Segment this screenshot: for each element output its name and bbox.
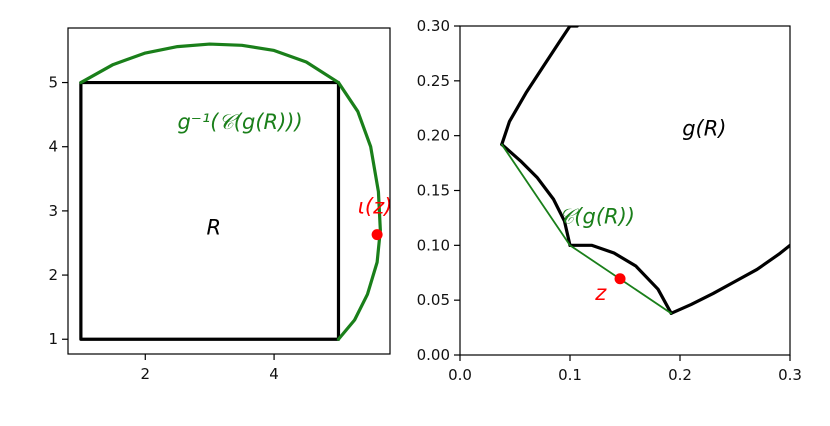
left-plot-y-tick-label: 1 xyxy=(48,330,58,348)
right-plot-x-tick-label: 0.2 xyxy=(668,366,692,384)
right-plot-annotation: g(R) xyxy=(682,117,726,141)
right-plot-annotation: 𝒞(g(R)) xyxy=(559,204,635,228)
left-plot: Rg⁻¹(𝒞(g(R))) ι(z) 2 4 1 2 3 4 5 xyxy=(48,27,392,383)
right-plot-x-tick-label: 0.1 xyxy=(558,366,582,384)
left-plot-annotations: Rg⁻¹(𝒞(g(R))) ι(z) xyxy=(177,110,392,240)
right-plot-convex-hull-polygon xyxy=(500,143,673,315)
left-plot-annotation: g⁻¹(𝒞(g(R))) xyxy=(177,110,302,134)
left-plot-point-marker xyxy=(371,229,383,241)
left-plot-y-tick-label: 4 xyxy=(48,138,58,156)
right-plot-curve-arc-left xyxy=(500,142,572,247)
left-plot-frame xyxy=(67,27,391,355)
left-plot-curve-g-inverse xyxy=(79,42,382,341)
right-plot-frame xyxy=(459,25,791,356)
left-plot-y-tick-label: 3 xyxy=(48,202,58,220)
right-plot-y-tick-label: 0.00 xyxy=(417,346,450,364)
right-plot-point-marker xyxy=(614,273,626,285)
right-plot-curve-lower-right xyxy=(669,243,790,315)
left-plot-data-layer xyxy=(79,42,383,341)
left-plot-ticks: 2 4 1 2 3 4 5 xyxy=(48,74,278,383)
left-plot-annotation: ι(z) xyxy=(358,194,393,218)
right-plot-curve-upper-left xyxy=(500,26,579,147)
left-plot-y-tick-label: 5 xyxy=(48,74,58,92)
right-plot-ticks: 0.0 0.1 0.2 0.3 0.00 0.05 0.10 0.15 0.20 0.25 0.30 xyxy=(417,17,802,384)
right-plot: g(R) 𝒞(g(R)) z 0.0 0.1 0.2 0.3 0.00 0.05 0.10 0.1… xyxy=(417,17,802,384)
right-plot-y-tick-label: 0.20 xyxy=(417,127,450,145)
left-plot-x-tick-label: 4 xyxy=(269,365,279,383)
right-plot-y-tick-label: 0.05 xyxy=(417,291,450,309)
right-plot-x-tick-label: 0.0 xyxy=(448,366,472,384)
right-plot-x-tick-label: 0.3 xyxy=(778,366,802,384)
right-plot-y-tick-label: 0.15 xyxy=(417,182,450,200)
right-plot-y-tick-label: 0.10 xyxy=(417,236,450,254)
right-plot-y-tick-label: 0.30 xyxy=(417,17,450,35)
right-plot-curve-arc-right xyxy=(568,243,673,315)
right-plot-y-tick-label: 0.25 xyxy=(417,72,450,90)
right-plot-data-layer xyxy=(500,26,790,315)
right-plot-annotations: g(R) 𝒞(g(R)) z xyxy=(559,117,727,305)
left-plot-annotation: R xyxy=(206,216,221,240)
right-plot-annotation: z xyxy=(594,281,607,305)
left-plot-x-tick-label: 2 xyxy=(141,365,151,383)
left-plot-y-tick-label: 2 xyxy=(48,266,58,284)
